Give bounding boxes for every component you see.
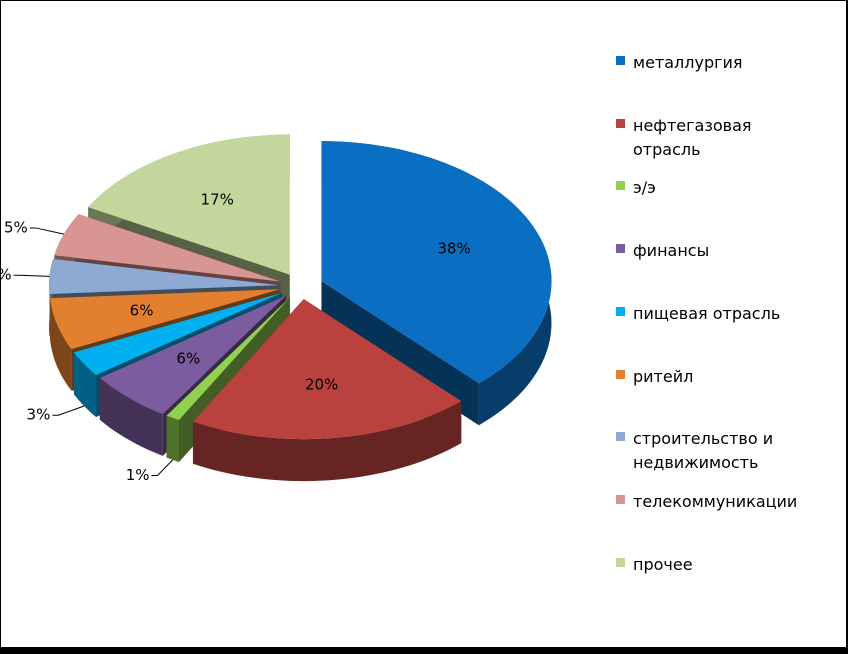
legend-swatch xyxy=(616,557,625,567)
legend-label: э/э xyxy=(633,178,656,198)
data-label: 20% xyxy=(305,376,338,394)
legend-item: пищевая отрасль xyxy=(616,302,841,326)
leader-line xyxy=(52,405,85,416)
legend-item: прочее xyxy=(616,553,841,577)
pie-chart: 38% 20% 1% 6% 3% 6% 4% 5% 17% xyxy=(1,134,552,484)
data-label: 6% xyxy=(176,349,200,367)
legend-item: ритейл xyxy=(616,365,841,389)
legend-swatch xyxy=(616,181,625,191)
slice-top xyxy=(88,134,290,275)
legend-item: э/э xyxy=(616,176,841,200)
slice-side xyxy=(192,401,462,482)
data-label: 6% xyxy=(130,301,154,319)
legend-swatch xyxy=(616,244,625,254)
legend-label: строительство и недвижимость xyxy=(633,429,774,473)
legend-label: металлургия xyxy=(633,53,743,72)
slice-top xyxy=(50,289,280,349)
legend-swatch xyxy=(616,56,625,65)
slice-side xyxy=(50,298,72,391)
leader-line xyxy=(151,459,174,477)
slice-top xyxy=(99,295,286,414)
legend-item: строительство и недвижимость xyxy=(616,427,841,475)
slice-top xyxy=(49,258,280,294)
legend-label: финансы xyxy=(633,241,710,261)
data-label: 5% xyxy=(4,218,28,236)
slice-side xyxy=(99,377,163,456)
slice-top xyxy=(73,292,283,376)
legend-item: металлургия xyxy=(616,51,841,75)
legend-swatch xyxy=(616,432,625,442)
leader-line xyxy=(29,227,65,235)
leader-line xyxy=(13,274,50,277)
slice xyxy=(192,299,462,482)
slice-top xyxy=(192,299,462,440)
legend-swatch xyxy=(616,494,625,504)
slice-side xyxy=(73,352,96,418)
slice-top xyxy=(54,214,281,282)
data-label: 38% xyxy=(437,240,470,258)
legend-item: телекоммуникации xyxy=(616,490,841,514)
legend-swatch xyxy=(616,118,625,128)
legend-item: финансы xyxy=(616,239,841,263)
legend-swatch xyxy=(616,306,625,316)
slice-top xyxy=(166,297,290,421)
legend-label: телекоммуникации xyxy=(633,491,798,511)
slice-top xyxy=(321,141,552,384)
legend-label: прочее xyxy=(633,554,693,574)
legend-label: пищевая отрасль xyxy=(633,303,781,323)
data-label: 3% xyxy=(27,406,51,424)
legend-label: ритейл xyxy=(633,366,694,386)
legend-item: нефтегазовая отрасль xyxy=(616,114,841,162)
legend-swatch xyxy=(616,369,625,379)
data-label: 17% xyxy=(201,190,234,208)
legend-label: нефтегазовая отрасль xyxy=(633,115,752,159)
data-label: 1% xyxy=(126,466,150,484)
slice-side xyxy=(166,415,179,463)
data-label: 4% xyxy=(1,266,12,284)
